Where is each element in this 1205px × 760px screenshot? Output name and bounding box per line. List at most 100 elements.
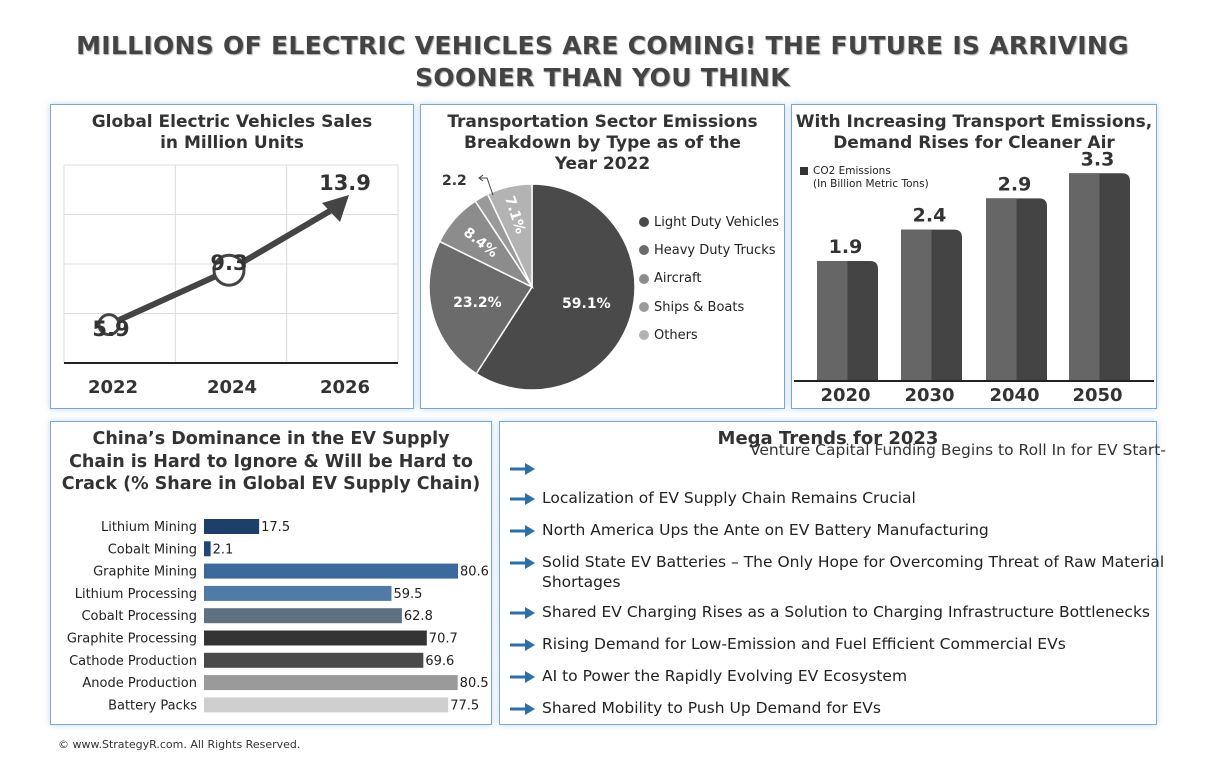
trend-item: Localization of EV Supply Chain Remains … <box>510 489 1170 509</box>
co2-value-label: 2.4 <box>913 205 947 227</box>
right-arrow-icon <box>510 607 535 619</box>
pie-value-label: 59.1% <box>562 296 611 312</box>
china-bar <box>204 519 260 534</box>
trend-item: Solid State EV Batteries – The Only Hope… <box>510 553 1170 592</box>
co2-bar-chart: 1.9 2020 2.4 2030 2.9 2040 3.3 2050 <box>794 148 1154 406</box>
co2-bar-highlight <box>901 229 932 380</box>
co2-x-tick-label: 2020 <box>820 385 870 406</box>
china-bar <box>204 608 402 624</box>
trend-text: Solid State EV Batteries – The Only Hope… <box>542 553 1165 591</box>
sales-title-line1: Global Electric Vehicles Sales <box>91 112 373 132</box>
trend-text: AI to Power the Rapidly Evolving EV Ecos… <box>542 667 908 685</box>
china-bar <box>204 652 424 668</box>
china-value-label: 77.5 <box>450 698 479 713</box>
right-arrow-icon <box>510 463 535 475</box>
sales-panel-title: Global Electric Vehicles Sales in Millio… <box>51 112 413 154</box>
page-title-line2: SOONER THAN YOU THINK <box>415 63 790 92</box>
china-value-label: 59.5 <box>394 587 423 602</box>
trends-panel: Mega Trends for 2023 Venture Capital Fun… <box>499 421 1166 725</box>
co2-legend-label: CO2 Emissions <box>813 165 891 177</box>
legend-label: Heavy Duty Trucks <box>654 242 776 258</box>
emissions-title-line1: Transportation Sector Emissions <box>447 112 758 132</box>
co2-bar-highlight <box>1069 173 1100 380</box>
sales-value-label: 13.9 <box>319 171 371 195</box>
sales-arrow-head <box>322 195 349 222</box>
china-value-label: 2.1 <box>213 542 234 557</box>
legend-label: Ships & Boats <box>654 299 745 315</box>
legend-swatch <box>639 302 649 313</box>
trend-item <box>510 459 1170 477</box>
right-arrow-icon <box>510 557 535 569</box>
sales-x-tick-label: 2026 <box>320 377 370 398</box>
trend-item: Rising Demand for Low-Emission and Fuel … <box>510 635 1170 655</box>
china-value-label: 70.7 <box>429 632 458 647</box>
emissions-panel: Transportation Sector Emissions Breakdow… <box>420 104 785 409</box>
china-title-line2: Chain is Hard to Ignore & Will be Hard t… <box>69 451 473 472</box>
china-category-label: Battery Packs <box>108 698 197 713</box>
co2-value-label: 2.9 <box>998 173 1032 195</box>
legend-item: Light Duty Vehicles <box>639 208 779 236</box>
trend-text: North America Ups the Ante on EV Battery… <box>542 521 989 539</box>
china-category-label: Cobalt Mining <box>108 542 197 557</box>
co2-panel: With Increasing Transport Emissions, Dem… <box>791 104 1157 409</box>
co2-legend: CO2 Emissions (In Billion Metric Tons) <box>800 165 929 190</box>
right-arrow-icon <box>510 703 535 715</box>
emissions-legend: Light Duty Vehicles Heavy Duty Trucks Airc… <box>639 208 779 349</box>
trend-text: Shared Mobility to Push Up Demand for EV… <box>542 699 881 717</box>
legend-label: Others <box>654 327 698 343</box>
emissions-panel-title: Transportation Sector Emissions Breakdow… <box>421 112 784 175</box>
pie-slice <box>486 183 533 288</box>
trend-text: Shared EV Charging Rises as a Solution t… <box>542 603 1150 621</box>
sales-point-marker <box>212 253 246 287</box>
co2-bar-highlight <box>986 198 1017 380</box>
sales-title-line2: in Million Units <box>160 133 304 153</box>
pie-slice <box>475 183 636 391</box>
emissions-pie-chart: 59.1%23.2%8.4%7.1%2.2 <box>428 173 636 391</box>
sales-panel: Global Electric Vehicles Sales in Millio… <box>50 104 414 409</box>
co2-title-line1: With Increasing Transport Emissions, <box>795 112 1153 132</box>
co2-x-tick-label: 2040 <box>989 385 1039 406</box>
co2-x-tick-label: 2050 <box>1072 385 1122 406</box>
china-bar <box>204 675 458 691</box>
trend-item: Shared EV Charging Rises as a Solution t… <box>510 603 1170 623</box>
china-category-label: Cathode Production <box>69 654 197 669</box>
footer-copyright: © www.StrategyR.com. All Rights Reserved… <box>58 738 301 751</box>
emissions-title-line3: Year 2022 <box>554 154 651 174</box>
china-panel: China’s Dominance in the EV Supply Chain… <box>50 421 492 725</box>
legend-item: Ships & Boats <box>639 293 779 321</box>
legend-swatch <box>639 245 649 256</box>
trend-item: North America Ups the Ante on EV Battery… <box>510 521 1170 541</box>
china-category-label: Lithium Mining <box>101 520 197 535</box>
emissions-title-line2: Breakdown by Type as of the <box>464 133 741 153</box>
co2-legend-unit: (In Billion Metric Tons) <box>813 177 929 190</box>
trend-item: AI to Power the Rapidly Evolving EV Ecos… <box>510 667 1170 687</box>
co2-value-label: 3.3 <box>1081 148 1115 170</box>
trends-overflow-text: Venture Capital Funding Begins to Roll I… <box>750 441 1166 459</box>
co2-bar-highlight <box>817 260 848 380</box>
sales-x-tick-label: 2022 <box>88 377 138 398</box>
sales-value-label: 5.9 <box>92 317 129 341</box>
china-value-label: 17.5 <box>261 520 290 535</box>
china-category-label: Graphite Processing <box>67 632 197 647</box>
china-bar-chart: Lithium Mining 17.5 Cobalt Mining 2.1 Graphi… <box>67 519 489 713</box>
china-title-line1: China’s Dominance in the EV Supply <box>92 429 450 449</box>
china-value-label: 62.8 <box>404 609 433 624</box>
china-bar <box>204 585 392 601</box>
china-title-line3: Crack (% Share in Global EV Supply Chain… <box>61 474 481 494</box>
legend-swatch <box>639 330 649 341</box>
legend-item: Aircraft <box>639 265 779 293</box>
co2-x-tick-label: 2030 <box>904 385 954 406</box>
pie-value-label: 23.2% <box>453 295 502 311</box>
right-arrow-icon <box>510 671 535 683</box>
sales-value-label: 9.3 <box>210 251 247 275</box>
china-value-label: 69.6 <box>425 654 454 669</box>
co2-legend-swatch <box>800 167 808 176</box>
china-category-label: Lithium Processing <box>75 587 197 602</box>
pie-leader-line <box>478 174 494 196</box>
right-arrow-icon <box>510 525 535 537</box>
china-panel-title: China’s Dominance in the EV Supply Chain… <box>51 428 491 496</box>
legend-item: Heavy Duty Trucks <box>639 236 779 264</box>
trend-text: Localization of EV Supply Chain Remains … <box>542 489 916 507</box>
page-title-line1: MILLIONS OF ELECTRIC VEHICLES ARE COMING… <box>76 31 1129 60</box>
trend-text: Rising Demand for Low-Emission and Fuel … <box>542 635 1066 653</box>
